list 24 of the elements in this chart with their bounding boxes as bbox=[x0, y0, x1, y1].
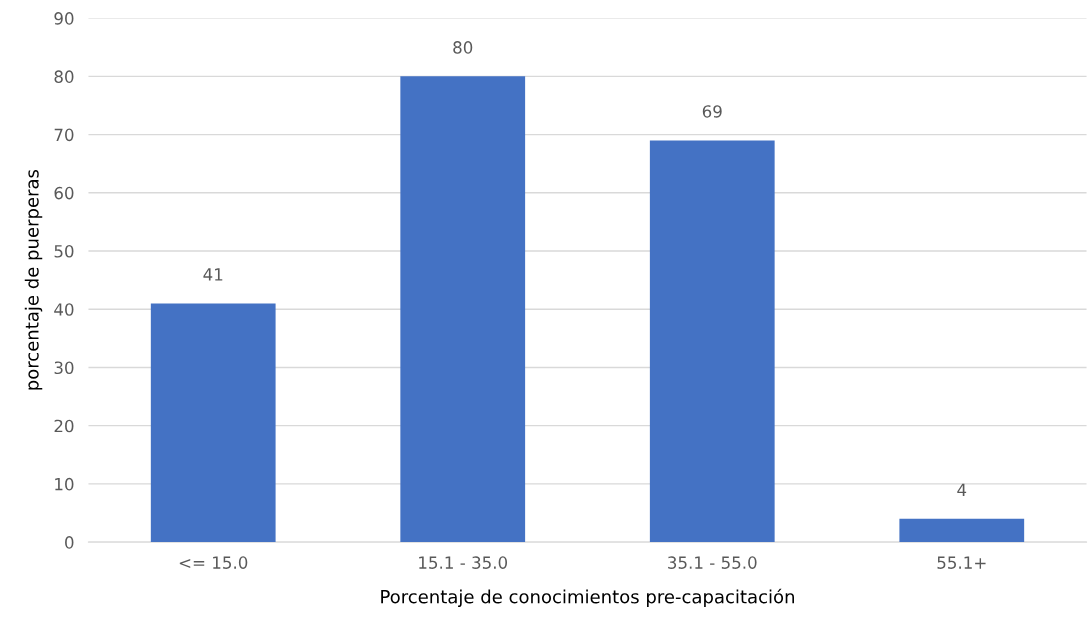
y-tick-label: 0 bbox=[65, 536, 74, 549]
data-label: 80 bbox=[453, 41, 473, 54]
bar bbox=[649, 140, 775, 543]
data-label: 69 bbox=[702, 105, 722, 118]
y-tick-label: 80 bbox=[54, 70, 74, 83]
bar bbox=[899, 518, 1025, 543]
bar bbox=[400, 76, 526, 543]
data-label: 41 bbox=[203, 268, 223, 281]
y-tick-label: 30 bbox=[54, 361, 74, 375]
y-tick-label: 70 bbox=[54, 128, 74, 142]
x-tick-label: 35.1 - 55.0 bbox=[668, 556, 757, 569]
bar bbox=[150, 303, 276, 543]
y-tick-label: 60 bbox=[54, 186, 74, 200]
x-axis-title: Porcentaje de conocimientos pre-capacitación bbox=[381, 588, 794, 607]
x-tick-label: 55.1+ bbox=[937, 556, 986, 569]
y-tick-label: 40 bbox=[54, 303, 74, 316]
y-tick-label: 20 bbox=[54, 419, 74, 433]
y-tick-label: 10 bbox=[55, 477, 74, 491]
x-tick-label: 15.1 - 35.0 bbox=[419, 556, 508, 569]
y-axis-title: porcentaje de puerperas bbox=[24, 169, 43, 390]
x-tick-label: <= 15.0 bbox=[179, 556, 248, 569]
y-tick-label: 50 bbox=[54, 244, 74, 258]
y-tick-label: 90 bbox=[54, 12, 74, 25]
data-label: 4 bbox=[957, 483, 967, 496]
